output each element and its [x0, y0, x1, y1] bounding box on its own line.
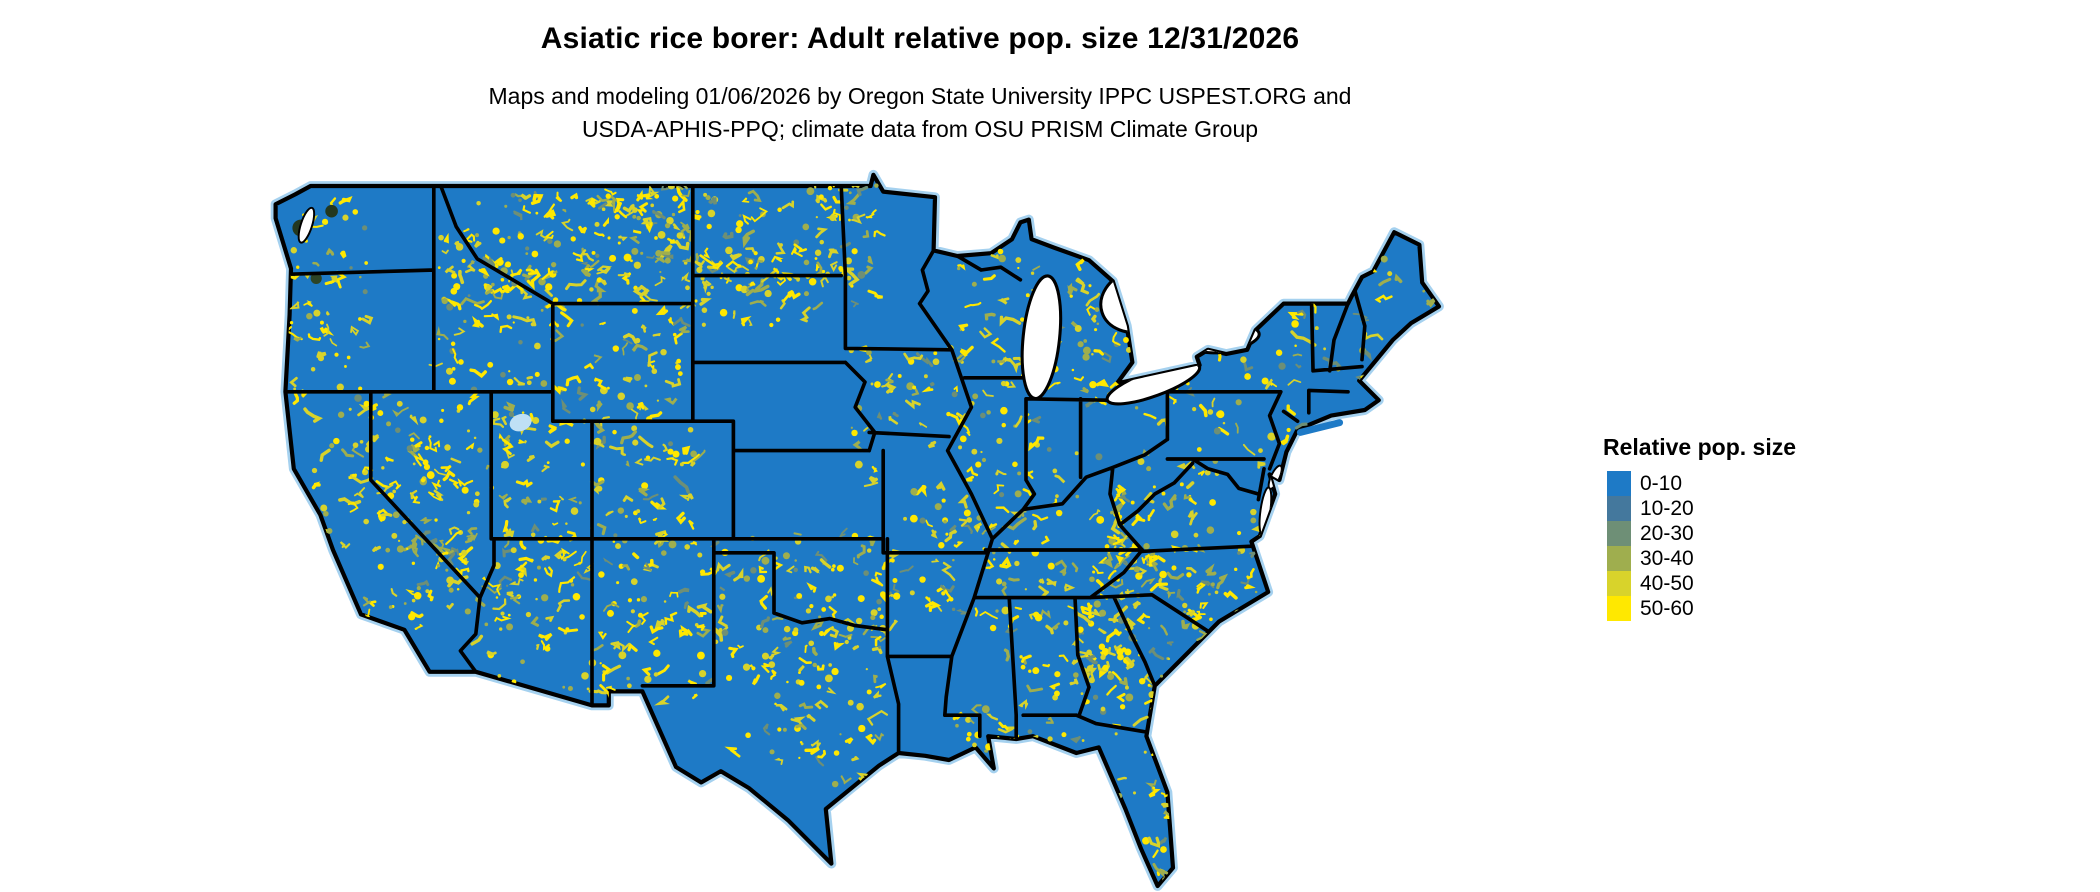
subtitle-line-1: Maps and modeling 01/06/2026 by Oregon S…	[488, 83, 1352, 109]
legend-title: Relative pop. size	[1603, 434, 1797, 460]
subtitle-line-2: USDA-APHIS-PPQ; climate data from OSU PR…	[581, 116, 1259, 143]
figure-subtitle: Maps and modeling 01/06/2026 by Oregon S…	[0, 80, 1840, 147]
legend-swatch	[1607, 496, 1631, 521]
legend-swatch	[1607, 546, 1631, 571]
legend-swatch	[1607, 471, 1631, 496]
legend-item: 50-60	[1607, 596, 1796, 621]
long-island	[1296, 419, 1344, 436]
legend-label: 30-40	[1640, 546, 1694, 570]
legend-item: 40-50	[1607, 571, 1796, 596]
us-population-map	[228, 158, 1572, 892]
page-title: Asiatic rice borer: Adult relative pop. …	[540, 22, 1300, 55]
legend-item: 0-10	[1607, 471, 1796, 496]
legend-item: 30-40	[1607, 546, 1796, 571]
legend-item: 20-30	[1607, 521, 1796, 546]
legend-swatch	[1607, 521, 1631, 546]
legend-label: 20-30	[1640, 521, 1694, 545]
legend-label: 0-10	[1640, 471, 1683, 495]
legend-items: 0-10 10-20 20-30 30-40 40-50 50-60	[1607, 471, 1796, 621]
legend-label: 10-20	[1640, 496, 1694, 520]
legend-label: 50-60	[1640, 596, 1694, 620]
state-borders	[283, 184, 1367, 755]
map-legend: Relative pop. size 0-10 10-20 20-30 30-4…	[1603, 434, 1796, 621]
legend-item: 10-20	[1607, 496, 1796, 521]
legend-swatch	[1607, 571, 1631, 596]
legend-swatch	[1607, 596, 1631, 621]
legend-label: 40-50	[1640, 571, 1694, 595]
